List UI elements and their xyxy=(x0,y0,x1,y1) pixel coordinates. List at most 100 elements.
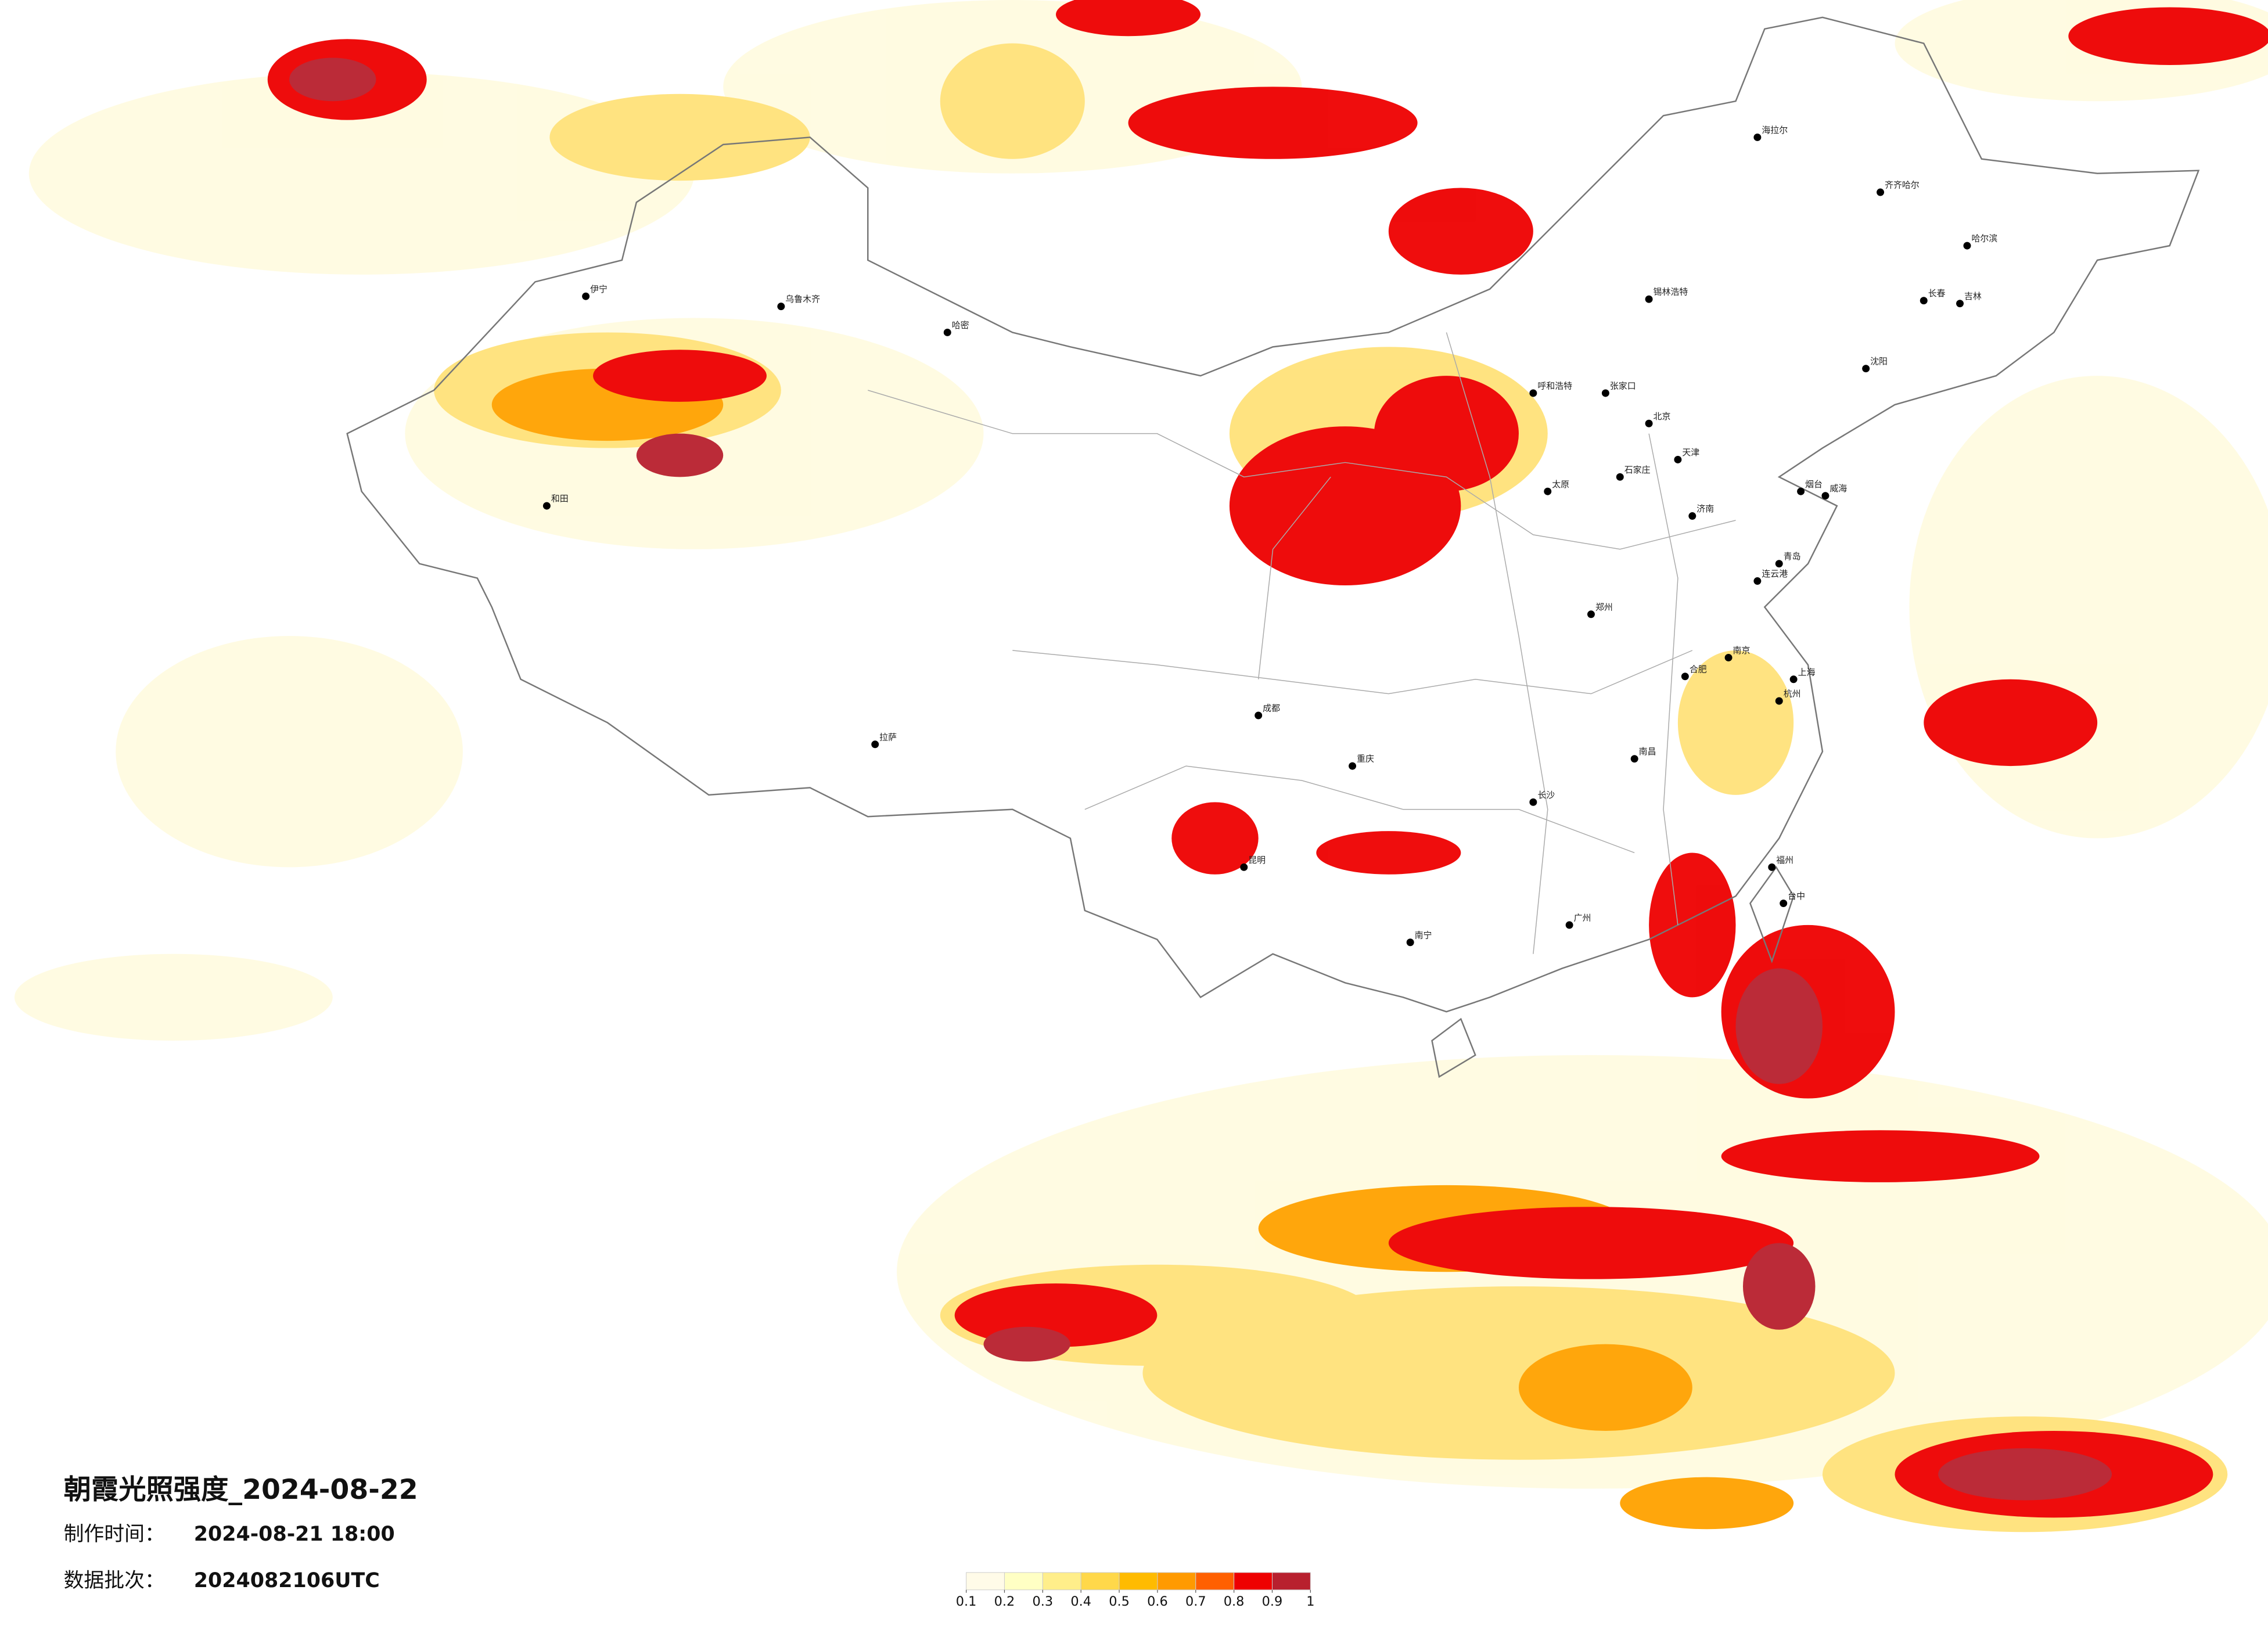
city-label: 济南 xyxy=(1696,503,1714,514)
colorbar-tick-label: 0.1 xyxy=(956,1594,977,1609)
heat-layer xyxy=(14,0,2268,1533)
city-label: 威海 xyxy=(1830,483,1847,494)
city-dot xyxy=(1565,921,1573,929)
title: 朝霞光照强度_2024-08-22 xyxy=(64,1474,418,1506)
city-dot xyxy=(1956,300,1964,308)
colorbar-swatch xyxy=(1080,1572,1120,1591)
city-dot xyxy=(1724,653,1733,661)
city-label: 太原 xyxy=(1552,479,1569,490)
city-dot xyxy=(1544,487,1552,495)
city-label: 呼和浩特 xyxy=(1537,381,1572,391)
city-label: 烟台 xyxy=(1805,479,1823,490)
colorbar-swatch xyxy=(1042,1572,1081,1591)
colorbar-swatch xyxy=(1157,1572,1196,1591)
city-dot xyxy=(1630,755,1638,763)
city-dot xyxy=(1645,295,1653,303)
city-label: 北京 xyxy=(1654,411,1671,422)
city-label: 石家庄 xyxy=(1624,465,1651,475)
city-dot xyxy=(1674,455,1682,463)
city-label: 合肥 xyxy=(1690,664,1707,674)
colorbar-swatch xyxy=(1004,1572,1043,1591)
city-dot xyxy=(1688,512,1696,520)
city-dot xyxy=(1753,133,1762,141)
city-dot xyxy=(582,292,590,300)
city-label: 昆明 xyxy=(1248,855,1266,865)
colorbar-swatch xyxy=(1271,1572,1311,1591)
city-label: 台中 xyxy=(1788,891,1805,901)
city-dot xyxy=(1775,560,1783,568)
city-label: 广州 xyxy=(1574,912,1591,923)
border xyxy=(346,16,2200,1078)
city-label: 吉林 xyxy=(1964,291,1982,301)
city-label: 拉萨 xyxy=(879,732,897,742)
colorbar-tick-label: 0.3 xyxy=(1033,1594,1054,1609)
colorbar-swatch xyxy=(1119,1572,1158,1591)
city-dot xyxy=(1406,938,1414,947)
city-label: 哈密 xyxy=(952,320,969,330)
colorbar-swatch xyxy=(1195,1572,1235,1591)
made-label: 制作时间： xyxy=(64,1523,165,1546)
colorbar-tick-label: 0.4 xyxy=(1070,1594,1091,1609)
city-label: 长春 xyxy=(1928,288,1946,298)
city-dot xyxy=(1780,900,1788,908)
city-label: 哈尔滨 xyxy=(1971,233,1997,244)
city-dot xyxy=(1797,487,1805,495)
city-label: 连云港 xyxy=(1762,569,1788,579)
city-dot xyxy=(1240,863,1248,871)
city-dot xyxy=(1775,697,1783,705)
city-label: 沈阳 xyxy=(1870,356,1888,366)
colorbar: 0.1 0.2 0.3 0.4 0.5 0.6 0.7 0.8 0.9 1 xyxy=(956,1572,1314,1609)
city-dot xyxy=(1349,762,1357,770)
city-dot xyxy=(1753,577,1762,585)
city-label: 南宁 xyxy=(1415,930,1432,940)
city-dot xyxy=(1877,188,1885,196)
city-label: 乌鲁木齐 xyxy=(785,294,820,304)
colorbar-tick-label: 0.8 xyxy=(1224,1594,1245,1609)
city-dot xyxy=(943,328,951,336)
made-value: 2024-08-21 18:00 xyxy=(194,1523,395,1546)
city-label: 长沙 xyxy=(1537,790,1555,800)
city-label: 郑州 xyxy=(1595,602,1613,612)
city-label: 杭州 xyxy=(1784,689,1801,699)
city-dot xyxy=(1587,610,1595,618)
colorbar-tick-label: 1 xyxy=(1306,1594,1314,1609)
city-dot xyxy=(1920,297,1928,305)
city-label: 重庆 xyxy=(1357,754,1374,764)
city-label: 南京 xyxy=(1733,645,1751,656)
colorbar-swatch xyxy=(966,1572,1005,1591)
city-dot xyxy=(1255,711,1263,720)
city-label: 和田 xyxy=(551,494,569,504)
colorbar-tick-label: 0.7 xyxy=(1185,1594,1206,1609)
city-dot xyxy=(1821,492,1830,500)
batch-label: 数据批次： xyxy=(64,1569,165,1592)
city-dot xyxy=(871,740,879,749)
colorbar-tick-label: 0.6 xyxy=(1147,1594,1168,1609)
colorbar-tick-label: 0.9 xyxy=(1262,1594,1283,1609)
city-dot xyxy=(1529,389,1537,397)
city-dot xyxy=(1963,242,1971,250)
city-label: 伊宁 xyxy=(590,284,608,294)
city-dot xyxy=(1768,863,1776,871)
city-label: 青岛 xyxy=(1784,551,1801,562)
city-dot xyxy=(1601,389,1609,397)
city-label: 海拉尔 xyxy=(1762,125,1788,135)
city-dot xyxy=(777,303,785,311)
city-label: 张家口 xyxy=(1610,381,1636,391)
colorbar-tick-label: 0.2 xyxy=(994,1594,1015,1609)
city-label: 锡林浩特 xyxy=(1654,287,1688,297)
city-dot xyxy=(1529,798,1537,806)
city-label: 成都 xyxy=(1263,703,1280,714)
city-dot xyxy=(1862,365,1870,373)
city-label: 福州 xyxy=(1776,855,1793,865)
city-dot xyxy=(1789,675,1798,684)
city-label: 南昌 xyxy=(1639,746,1656,757)
city-dot xyxy=(1616,473,1624,481)
city-label: 齐齐哈尔 xyxy=(1885,180,1920,190)
colorbar-swatch xyxy=(1234,1572,1273,1591)
city-dot xyxy=(1681,672,1689,681)
city-dot xyxy=(1645,419,1653,427)
batch-value: 2024082106UTC xyxy=(194,1569,380,1592)
city-label: 天津 xyxy=(1682,447,1699,458)
